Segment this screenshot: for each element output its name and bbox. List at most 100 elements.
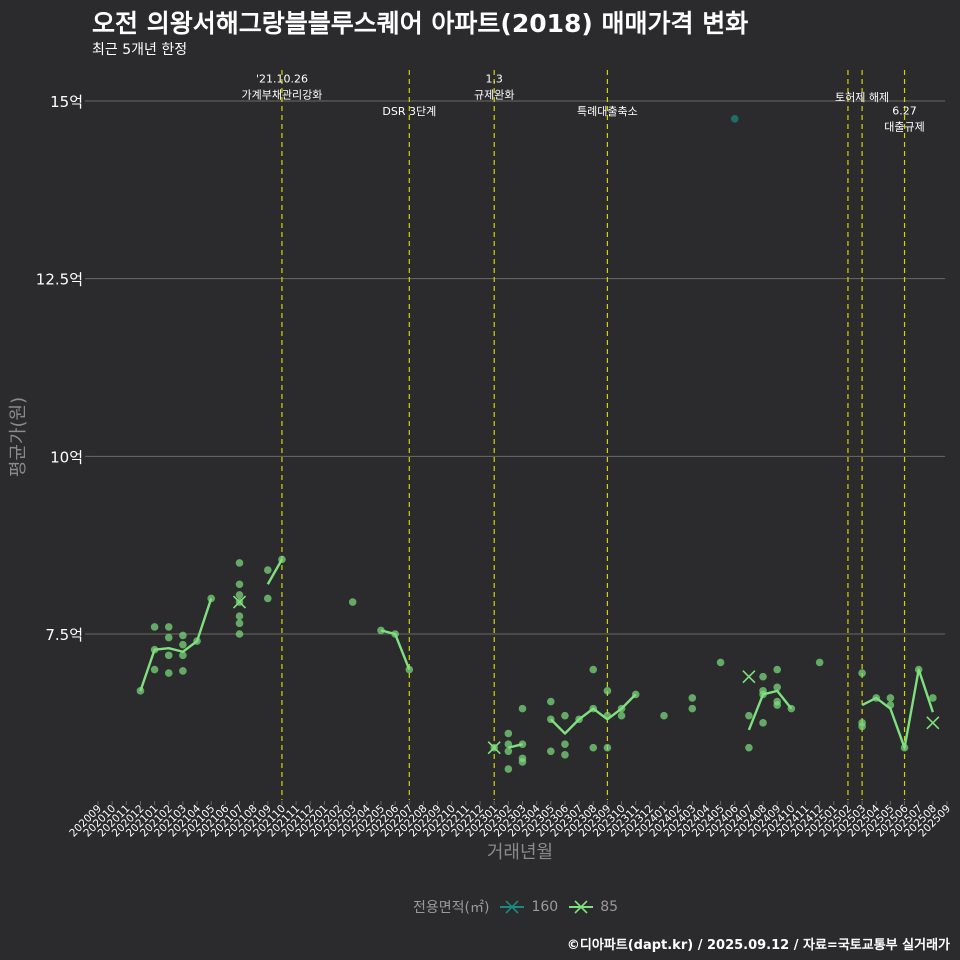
chart-subtitle: 최근 5개년 한정 (92, 42, 188, 58)
legend-label-160: 160 (531, 899, 559, 915)
event-label: 가계부채관리강화 (241, 88, 322, 101)
series-85-point (603, 687, 612, 695)
series-85-point (561, 711, 569, 720)
series-85-point (547, 697, 555, 706)
series-85-point (164, 633, 173, 642)
series-85-line (861, 668, 934, 749)
event-label: 특례대출축소 (577, 105, 638, 118)
series-85-point (589, 665, 598, 674)
series-85-x-marker (926, 716, 940, 730)
series-85-line (139, 598, 213, 692)
series-85-point (688, 694, 697, 702)
series-85-point (575, 715, 583, 724)
series-85-point (179, 631, 187, 640)
event-label: 규제완화 (474, 88, 514, 101)
legend-item-160: 160 (499, 899, 558, 915)
legend-key-85-icon (569, 900, 594, 914)
series-85-x-marker (232, 595, 247, 609)
series-85-point (150, 645, 159, 654)
series-85-point (929, 694, 937, 702)
series-85-point (164, 623, 173, 631)
series-85-point (518, 704, 527, 713)
series-85-point (235, 619, 244, 628)
series-85-x-marker (487, 741, 501, 755)
series-85-point (235, 580, 244, 589)
event-label: 대출규제 (884, 120, 924, 133)
series-85-point (561, 740, 569, 748)
series-85-point (504, 740, 513, 748)
series-85-point (377, 626, 385, 635)
series-85-point (504, 729, 513, 738)
series-85-point (264, 594, 272, 603)
series-85-point (773, 683, 781, 692)
series-85-point (179, 667, 187, 675)
series-160-point (730, 114, 739, 123)
event-label: DSR 3단계 (382, 105, 436, 118)
series-85-point (348, 598, 357, 606)
series-85-point (773, 665, 781, 674)
series-85-line (747, 689, 793, 731)
series-85-point (617, 704, 626, 713)
legend-title: 전용면적(㎡) (413, 900, 490, 916)
series-85-point (858, 719, 866, 727)
series-85-point (235, 591, 244, 599)
series-85-point (150, 665, 159, 674)
series-85-point (886, 694, 895, 702)
series-85-point (603, 711, 612, 720)
legend-label-85: 85 (600, 899, 619, 915)
y-tick-label: 7.5억 (45, 626, 83, 644)
x-axis-label: 거래년월 (487, 842, 553, 863)
series-85-point (745, 711, 753, 720)
legend-item-85: 85 (568, 899, 618, 915)
series-85-point (235, 630, 244, 638)
series-85-point (193, 637, 201, 645)
series-85-point (660, 711, 668, 720)
series-85-point (759, 687, 767, 695)
event-label: 6.27 (892, 104, 917, 117)
series-85-point (773, 697, 781, 706)
event-label: 1.3 (485, 72, 503, 85)
series-85-point (589, 704, 598, 713)
series-85-point (235, 612, 244, 621)
series-85-point (547, 747, 555, 756)
series-85-point (886, 701, 895, 709)
y-tick-label: 12.5억 (36, 271, 83, 289)
series-85-point (207, 594, 215, 603)
chart-title: 오전 의왕서해그랑블블루스퀘어 아파트(2018) 매매가격 변화 (92, 9, 749, 38)
series-85-line (266, 558, 283, 585)
series-85-point (136, 687, 145, 695)
series-85-point (603, 743, 612, 752)
series-85-point (504, 765, 513, 773)
series-85-point (164, 669, 173, 677)
series-85-point (589, 743, 598, 752)
y-axis-label: 평균가(원) (8, 397, 29, 477)
series-85-point (179, 651, 187, 660)
y-tick-label: 15억 (50, 93, 83, 111)
series-85-point (547, 715, 555, 724)
series-85-point (150, 623, 159, 631)
series-85-point (164, 651, 173, 660)
series-85-point (745, 743, 753, 752)
series-85-point (815, 658, 824, 667)
series-85-point (518, 754, 527, 763)
series-85-point (617, 711, 626, 720)
series-85-point (858, 669, 866, 677)
event-label: '21.10.26 (256, 72, 308, 85)
series-85-point (716, 658, 725, 667)
series-85-point (900, 743, 909, 752)
event-label: 토허제 해제 (835, 90, 889, 104)
series-85-point (759, 719, 767, 727)
series-85-point (405, 665, 414, 674)
series-85-point (872, 694, 881, 702)
series-85-point (561, 751, 569, 759)
legend-key-160-icon (500, 900, 525, 914)
series-85-point (518, 740, 527, 748)
series-85-point (631, 690, 640, 699)
series-85-point (179, 640, 187, 649)
series-85-point (787, 704, 796, 713)
series-85-point (504, 747, 513, 756)
series-85-point (278, 555, 286, 564)
series-85-point (759, 672, 767, 681)
series-85-point (391, 630, 399, 638)
